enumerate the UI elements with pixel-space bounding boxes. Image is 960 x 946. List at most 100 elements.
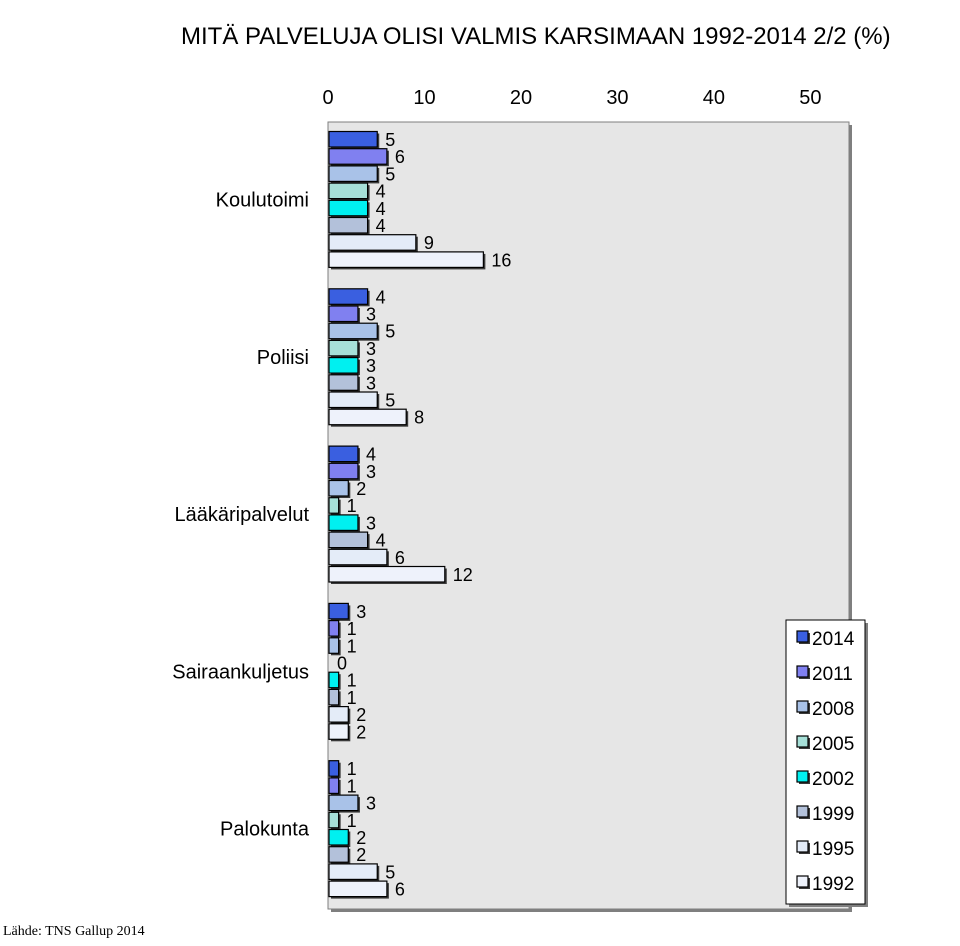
bar: [328, 548, 388, 566]
bar: [328, 339, 359, 357]
bar: [328, 130, 378, 148]
x-tick-label: 0: [322, 87, 333, 109]
value-label: 5: [385, 164, 395, 184]
value-label: 1: [347, 636, 357, 656]
value-label: 4: [376, 182, 386, 202]
value-label: 12: [453, 565, 473, 585]
value-label: 3: [366, 356, 376, 376]
value-label: 16: [491, 250, 511, 270]
bar: [328, 374, 359, 391]
value-label: 5: [385, 322, 395, 342]
value-label: 4: [376, 216, 386, 236]
value-label: 2: [356, 705, 366, 725]
value-label: 2: [356, 828, 366, 848]
source-note: Lähde: TNS Gallup 2014: [3, 924, 145, 939]
bar: [328, 880, 388, 898]
bar: [328, 723, 349, 740]
category-labels: Koulutoimi Poliisi Lääkäripalvelut Sairaank…: [172, 189, 310, 840]
bar: [328, 199, 369, 217]
bar: [328, 794, 359, 812]
bar: [328, 828, 349, 846]
value-label: 1: [347, 688, 357, 708]
legend: 2014 2011 2008 2005 2002 1999 1995 1992: [785, 619, 868, 907]
bars-group: [328, 130, 486, 899]
legend-box: [785, 619, 866, 905]
bar: [328, 445, 359, 463]
legend-label: 2011: [812, 664, 853, 685]
value-label: 1: [347, 759, 357, 779]
value-label: 3: [366, 373, 376, 393]
value-label: 1: [347, 811, 357, 831]
bar: [328, 357, 359, 374]
bar: [328, 322, 378, 340]
legend-swatch: [796, 630, 809, 643]
x-tick-label: 10: [413, 87, 435, 109]
legend-swatch: [796, 770, 809, 783]
bar: [328, 479, 349, 497]
bar: [328, 760, 340, 777]
legend-swatch: [796, 735, 809, 748]
bar: [328, 811, 340, 829]
value-label: 4: [376, 287, 386, 307]
value-label: 2: [356, 722, 366, 742]
bar: [328, 391, 378, 409]
bar: [328, 462, 359, 480]
bar: [328, 531, 369, 549]
bar: [328, 619, 340, 637]
value-label: 4: [366, 445, 376, 465]
legend-swatch: [796, 805, 809, 818]
bar: [328, 514, 359, 532]
value-label: 1: [347, 496, 357, 516]
legend-label: 2008: [812, 699, 854, 720]
legend-swatch: [796, 700, 809, 713]
bar: [328, 637, 340, 654]
legend-label: 2014: [812, 629, 855, 650]
x-tick-label: 40: [703, 87, 725, 109]
legend-swatch: [796, 840, 809, 853]
category-label: Poliisi: [257, 347, 309, 369]
value-label: 0: [337, 654, 347, 674]
value-label: 2: [356, 479, 366, 499]
value-label: 1: [347, 671, 357, 691]
bar: [328, 671, 340, 689]
bar: [328, 497, 340, 514]
value-label: 9: [424, 233, 434, 253]
legend-label: 1992: [812, 874, 854, 895]
x-tick-label: 50: [799, 87, 821, 109]
bar: [328, 148, 388, 165]
bar: [328, 846, 349, 863]
value-label: 1: [347, 776, 357, 796]
bar: [328, 182, 369, 200]
legend-swatch: [796, 665, 809, 678]
value-label: 3: [366, 513, 376, 533]
legend-label: 1995: [812, 839, 854, 860]
value-labels: 5654449164353335843213461231101122113122…: [337, 130, 511, 900]
value-label: 6: [395, 147, 405, 167]
value-label: 3: [366, 794, 376, 814]
x-tick-label: 30: [606, 87, 628, 109]
bar: [328, 216, 369, 234]
category-label: Koulutoimi: [216, 189, 309, 211]
value-label: 3: [366, 305, 376, 325]
category-label: Sairaankuljetus: [172, 661, 309, 683]
bar: [328, 165, 378, 182]
bar: [328, 234, 417, 251]
value-label: 6: [395, 880, 405, 900]
value-label: 3: [366, 462, 376, 482]
legend-label: 2005: [812, 734, 854, 755]
value-label: 4: [376, 199, 386, 219]
bar: [328, 251, 484, 268]
value-label: 8: [414, 408, 424, 428]
bar: [328, 305, 359, 323]
bar: [328, 408, 407, 426]
chart-title: MITÄ PALVELUJA OLISI VALMIS KARSIMAAN 19…: [181, 23, 891, 50]
bar: [328, 288, 369, 305]
value-label: 6: [395, 548, 405, 568]
legend-swatch: [796, 875, 809, 888]
bar: [328, 705, 349, 723]
value-label: 5: [385, 391, 395, 411]
legend-label: 2002: [812, 769, 854, 790]
value-label: 1: [347, 619, 357, 639]
